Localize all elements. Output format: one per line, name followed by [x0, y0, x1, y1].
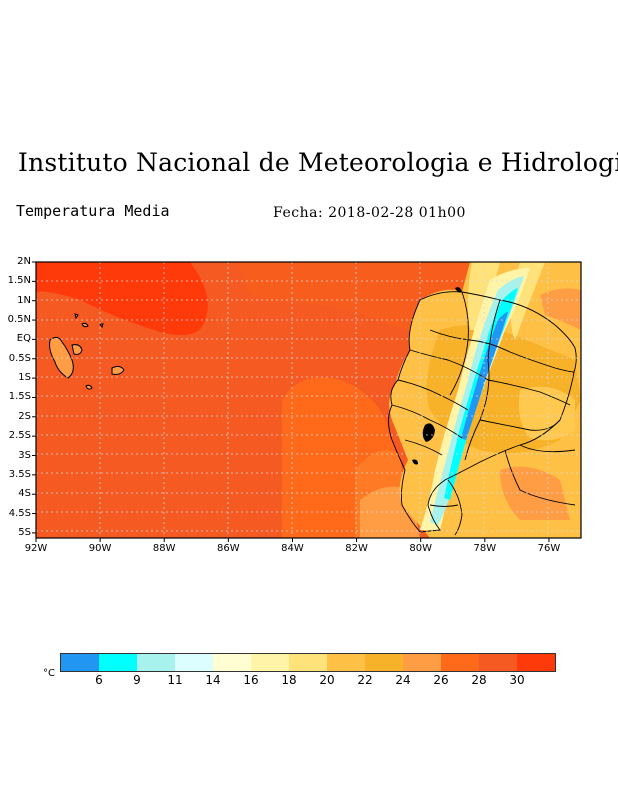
lat-tick-label: 3S	[18, 449, 31, 461]
colorbar-label: 30	[509, 673, 525, 687]
colorbar-label: 14	[205, 673, 221, 687]
lat-tick-label: 1S	[18, 372, 31, 384]
colorbar-label: 16	[243, 673, 259, 687]
colorbar-segment	[517, 654, 555, 671]
colorbar-segment	[137, 654, 175, 671]
colorbar-label: 28	[471, 673, 487, 687]
lat-tick-label: 2N	[17, 256, 31, 267]
colorbar-label: 24	[395, 673, 411, 687]
colorbar-label: 9	[133, 673, 141, 687]
lon-tick-label: 80W	[409, 543, 433, 554]
map-grid	[36, 262, 581, 538]
colorbar-segment	[403, 654, 441, 671]
colorbar-unit: °C	[43, 668, 55, 679]
colorbar-label: 18	[281, 673, 297, 687]
lat-tick-label: 3.5S	[8, 468, 31, 480]
colorbar-segment	[479, 654, 517, 671]
colorbar-label: 11	[167, 673, 183, 687]
colorbar-label: 20	[319, 673, 335, 687]
lat-tick-label: 5S	[18, 526, 31, 538]
lon-tick-label: 84W	[281, 543, 304, 554]
lat-tick-label: 1.5N	[7, 275, 31, 287]
colorbar-segment	[61, 654, 99, 671]
lon-tick-label: 76W	[537, 543, 561, 554]
colorbar-segment	[213, 654, 251, 671]
colorbar-segment	[327, 654, 365, 671]
lat-tick-label: 4.5S	[8, 507, 31, 519]
lon-tick-label: 90W	[88, 543, 112, 554]
colorbar-segment	[175, 654, 213, 671]
colorbar-segment	[365, 654, 403, 671]
temperature-map	[32, 261, 582, 542]
colorbar-label: 26	[433, 673, 449, 687]
lat-tick-label: 2.5S	[8, 430, 31, 442]
map-frame	[35, 261, 582, 539]
lat-tick-label: EQ	[16, 333, 31, 345]
lon-tick-label: 78W	[473, 543, 497, 554]
colorbar-segment	[441, 654, 479, 671]
lat-tick-label: 0.5N	[7, 314, 31, 326]
colorbar	[60, 653, 556, 672]
lon-tick-label: 86W	[217, 543, 240, 554]
date-label: Fecha: 2018-02-28 01h00	[273, 205, 466, 221]
colorbar-segment	[289, 654, 327, 671]
lat-tick-label: 2S	[18, 410, 31, 422]
colorbar-label: 6	[95, 673, 103, 687]
lon-tick-label: 88W	[152, 543, 176, 554]
lon-tick-label: 92W	[24, 543, 48, 554]
colorbar-segment	[99, 654, 137, 671]
lon-tick-label: 82W	[345, 543, 368, 554]
colorbar-label: 22	[357, 673, 373, 687]
temperature-field	[36, 262, 581, 538]
variable-subtitle: Temperatura Media	[16, 202, 170, 220]
colorbar-segment	[251, 654, 289, 671]
page-title: Instituto Nacional de Meteorologia e Hid…	[18, 148, 618, 177]
lat-tick-label: 4S	[18, 488, 31, 500]
lat-tick-label: 1N	[17, 294, 31, 306]
lat-tick-label: 0.5S	[8, 352, 31, 364]
lat-tick-label: 1.5S	[8, 391, 31, 403]
